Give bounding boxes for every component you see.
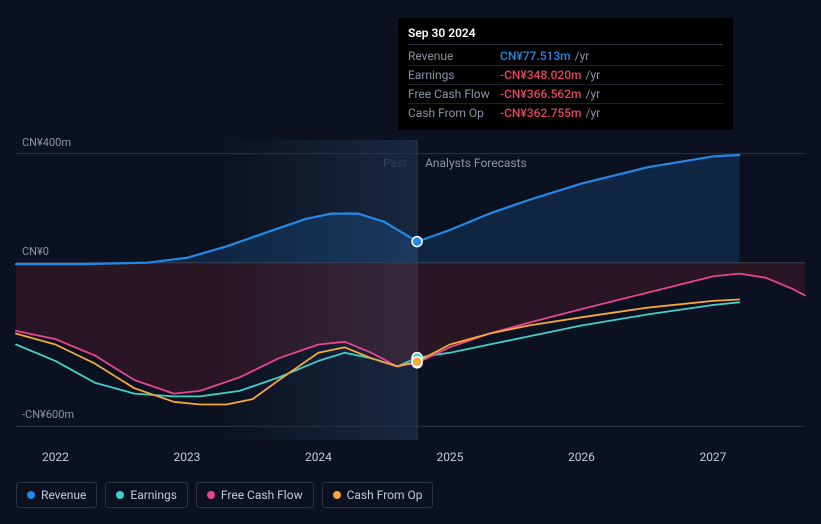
tooltip-label: Revenue bbox=[408, 49, 500, 63]
tooltip-label: Earnings bbox=[408, 68, 500, 82]
tooltip-row: Earnings-CN¥348.020m/yr bbox=[408, 66, 723, 85]
tooltip-row: Free Cash Flow-CN¥366.562m/yr bbox=[408, 85, 723, 104]
tooltip-row: Cash From Op-CN¥362.755m/yr bbox=[408, 104, 723, 122]
tooltip-date: Sep 30 2024 bbox=[408, 26, 723, 45]
legend-label: Free Cash Flow bbox=[221, 488, 303, 502]
legend-item[interactable]: Cash From Op bbox=[322, 482, 434, 508]
legend-label: Revenue bbox=[41, 488, 86, 502]
x-axis-label: 2026 bbox=[568, 450, 595, 464]
legend-item[interactable]: Earnings bbox=[105, 482, 188, 508]
legend-label: Earnings bbox=[130, 488, 177, 502]
x-axis-label: 2023 bbox=[173, 450, 200, 464]
tooltip-label: Free Cash Flow bbox=[408, 87, 500, 101]
legend-dot-icon bbox=[207, 491, 215, 499]
legend-dot-icon bbox=[27, 491, 35, 499]
tooltip-label: Cash From Op bbox=[408, 106, 500, 120]
legend-item[interactable]: Revenue bbox=[16, 482, 97, 508]
legend-dot-icon bbox=[116, 491, 124, 499]
financials-chart: CN¥400mCN¥0-CN¥600m Past Analysts Foreca… bbox=[16, 120, 805, 445]
tooltip-unit: /yr bbox=[586, 106, 601, 120]
tooltip-value: -CN¥348.020m bbox=[500, 68, 582, 82]
x-axis-label: 2027 bbox=[699, 450, 726, 464]
chart-plot bbox=[16, 140, 805, 440]
legend-label: Cash From Op bbox=[347, 488, 423, 502]
legend-dot-icon bbox=[333, 491, 341, 499]
x-axis-label: 2025 bbox=[436, 450, 463, 464]
tooltip-value: CN¥77.513m bbox=[500, 49, 571, 63]
tooltip-value: -CN¥362.755m bbox=[500, 106, 582, 120]
chart-legend: Revenue Earnings Free Cash Flow Cash From O… bbox=[16, 482, 433, 508]
tooltip-unit: /yr bbox=[586, 87, 601, 101]
x-axis-label: 2022 bbox=[42, 450, 69, 464]
x-axis-label: 2024 bbox=[305, 450, 332, 464]
legend-item[interactable]: Free Cash Flow bbox=[196, 482, 314, 508]
tooltip-row: RevenueCN¥77.513m/yr bbox=[408, 47, 723, 66]
tooltip-unit: /yr bbox=[586, 68, 601, 82]
chart-tooltip: Sep 30 2024 RevenueCN¥77.513m/yrEarnings… bbox=[398, 18, 733, 130]
tooltip-value: -CN¥366.562m bbox=[500, 87, 582, 101]
tooltip-unit: /yr bbox=[575, 49, 590, 63]
